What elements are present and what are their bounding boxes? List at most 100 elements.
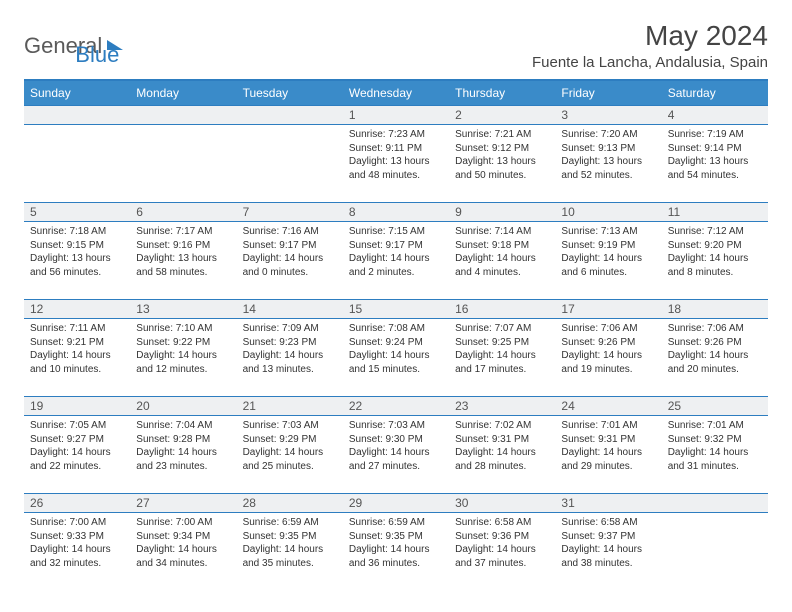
sun-info: Sunrise: 7:18 AMSunset: 9:15 PMDaylight:…: [30, 225, 124, 279]
sun-info: Sunrise: 7:00 AMSunset: 9:34 PMDaylight:…: [136, 516, 230, 570]
day-number-row: 12131415161718: [24, 300, 768, 319]
logo: General Blue: [24, 24, 119, 68]
day-number-row: 567891011: [24, 203, 768, 222]
day-cell: Sunrise: 7:16 AMSunset: 9:17 PMDaylight:…: [237, 222, 343, 300]
day-number: 20: [130, 397, 236, 416]
day-cell: Sunrise: 7:12 AMSunset: 9:20 PMDaylight:…: [662, 222, 768, 300]
day-cell: [662, 513, 768, 591]
day-number: 31: [555, 494, 661, 513]
day-number-row: 1234: [24, 106, 768, 125]
day-cell: Sunrise: 6:59 AMSunset: 9:35 PMDaylight:…: [237, 513, 343, 591]
location: Fuente la Lancha, Andalusia, Spain: [532, 54, 768, 71]
day-cell: Sunrise: 7:19 AMSunset: 9:14 PMDaylight:…: [662, 125, 768, 203]
day-cell: Sunrise: 7:01 AMSunset: 9:31 PMDaylight:…: [555, 416, 661, 494]
day-number: 3: [555, 106, 661, 125]
sun-info: Sunrise: 7:10 AMSunset: 9:22 PMDaylight:…: [136, 322, 230, 376]
day-number: 6: [130, 203, 236, 222]
sun-info: Sunrise: 7:19 AMSunset: 9:14 PMDaylight:…: [668, 128, 762, 182]
sun-info: Sunrise: 6:59 AMSunset: 9:35 PMDaylight:…: [243, 516, 337, 570]
day-number: 9: [449, 203, 555, 222]
sun-info: Sunrise: 7:23 AMSunset: 9:11 PMDaylight:…: [349, 128, 443, 182]
day-number: 7: [237, 203, 343, 222]
day-cell: Sunrise: 7:03 AMSunset: 9:30 PMDaylight:…: [343, 416, 449, 494]
sun-info: Sunrise: 7:03 AMSunset: 9:29 PMDaylight:…: [243, 419, 337, 473]
day-cell: Sunrise: 7:00 AMSunset: 9:34 PMDaylight:…: [130, 513, 236, 591]
day-cell: Sunrise: 7:15 AMSunset: 9:17 PMDaylight:…: [343, 222, 449, 300]
sun-info: Sunrise: 6:58 AMSunset: 9:36 PMDaylight:…: [455, 516, 549, 570]
day-number: [130, 106, 236, 125]
day-number: [24, 106, 130, 125]
day-number: 24: [555, 397, 661, 416]
day-info-row: Sunrise: 7:18 AMSunset: 9:15 PMDaylight:…: [24, 222, 768, 300]
day-number: 30: [449, 494, 555, 513]
day-number: 15: [343, 300, 449, 319]
day-cell: Sunrise: 6:58 AMSunset: 9:37 PMDaylight:…: [555, 513, 661, 591]
day-cell: Sunrise: 7:05 AMSunset: 9:27 PMDaylight:…: [24, 416, 130, 494]
day-number-row: 262728293031: [24, 494, 768, 513]
sun-info: Sunrise: 7:02 AMSunset: 9:31 PMDaylight:…: [455, 419, 549, 473]
day-cell: Sunrise: 7:18 AMSunset: 9:15 PMDaylight:…: [24, 222, 130, 300]
day-number: [237, 106, 343, 125]
day-number: 19: [24, 397, 130, 416]
weekday-header: Saturday: [662, 80, 768, 106]
day-cell: [24, 125, 130, 203]
day-number: 4: [662, 106, 768, 125]
day-cell: Sunrise: 7:07 AMSunset: 9:25 PMDaylight:…: [449, 319, 555, 397]
header: General Blue May 2024 Fuente la Lancha, …: [24, 20, 768, 71]
weekday-header: Sunday: [24, 80, 130, 106]
title-block: May 2024 Fuente la Lancha, Andalusia, Sp…: [532, 20, 768, 71]
day-number: 13: [130, 300, 236, 319]
sun-info: Sunrise: 7:06 AMSunset: 9:26 PMDaylight:…: [561, 322, 655, 376]
day-cell: Sunrise: 7:09 AMSunset: 9:23 PMDaylight:…: [237, 319, 343, 397]
day-cell: Sunrise: 7:00 AMSunset: 9:33 PMDaylight:…: [24, 513, 130, 591]
day-number: 10: [555, 203, 661, 222]
sun-info: Sunrise: 7:08 AMSunset: 9:24 PMDaylight:…: [349, 322, 443, 376]
sun-info: Sunrise: 7:20 AMSunset: 9:13 PMDaylight:…: [561, 128, 655, 182]
day-cell: Sunrise: 7:21 AMSunset: 9:12 PMDaylight:…: [449, 125, 555, 203]
day-cell: Sunrise: 7:02 AMSunset: 9:31 PMDaylight:…: [449, 416, 555, 494]
day-cell: Sunrise: 7:06 AMSunset: 9:26 PMDaylight:…: [662, 319, 768, 397]
sun-info: Sunrise: 7:09 AMSunset: 9:23 PMDaylight:…: [243, 322, 337, 376]
weekday-header: Thursday: [449, 80, 555, 106]
logo-text-blue: Blue: [75, 42, 119, 68]
day-number: 2: [449, 106, 555, 125]
weekday-header: Monday: [130, 80, 236, 106]
day-number: 17: [555, 300, 661, 319]
day-number: 1: [343, 106, 449, 125]
day-cell: Sunrise: 7:08 AMSunset: 9:24 PMDaylight:…: [343, 319, 449, 397]
day-number: 22: [343, 397, 449, 416]
sun-info: Sunrise: 7:17 AMSunset: 9:16 PMDaylight:…: [136, 225, 230, 279]
sun-info: Sunrise: 6:59 AMSunset: 9:35 PMDaylight:…: [349, 516, 443, 570]
day-number: 14: [237, 300, 343, 319]
sun-info: Sunrise: 7:01 AMSunset: 9:32 PMDaylight:…: [668, 419, 762, 473]
day-cell: Sunrise: 7:06 AMSunset: 9:26 PMDaylight:…: [555, 319, 661, 397]
day-info-row: Sunrise: 7:23 AMSunset: 9:11 PMDaylight:…: [24, 125, 768, 203]
day-number: 21: [237, 397, 343, 416]
sun-info: Sunrise: 7:21 AMSunset: 9:12 PMDaylight:…: [455, 128, 549, 182]
day-number: [662, 494, 768, 513]
day-number: 28: [237, 494, 343, 513]
day-number: 12: [24, 300, 130, 319]
day-info-row: Sunrise: 7:05 AMSunset: 9:27 PMDaylight:…: [24, 416, 768, 494]
weekday-header: Tuesday: [237, 80, 343, 106]
sun-info: Sunrise: 7:00 AMSunset: 9:33 PMDaylight:…: [30, 516, 124, 570]
calendar-table: SundayMondayTuesdayWednesdayThursdayFrid…: [24, 79, 768, 591]
month-title: May 2024: [532, 20, 768, 52]
sun-info: Sunrise: 7:06 AMSunset: 9:26 PMDaylight:…: [668, 322, 762, 376]
sun-info: Sunrise: 7:12 AMSunset: 9:20 PMDaylight:…: [668, 225, 762, 279]
day-number: 8: [343, 203, 449, 222]
day-cell: Sunrise: 7:17 AMSunset: 9:16 PMDaylight:…: [130, 222, 236, 300]
sun-info: Sunrise: 7:11 AMSunset: 9:21 PMDaylight:…: [30, 322, 124, 376]
sun-info: Sunrise: 7:04 AMSunset: 9:28 PMDaylight:…: [136, 419, 230, 473]
day-number: 25: [662, 397, 768, 416]
day-number: 29: [343, 494, 449, 513]
sun-info: Sunrise: 7:15 AMSunset: 9:17 PMDaylight:…: [349, 225, 443, 279]
sun-info: Sunrise: 7:16 AMSunset: 9:17 PMDaylight:…: [243, 225, 337, 279]
day-info-row: Sunrise: 7:00 AMSunset: 9:33 PMDaylight:…: [24, 513, 768, 591]
day-cell: Sunrise: 7:03 AMSunset: 9:29 PMDaylight:…: [237, 416, 343, 494]
day-number: 26: [24, 494, 130, 513]
sun-info: Sunrise: 7:03 AMSunset: 9:30 PMDaylight:…: [349, 419, 443, 473]
day-cell: [237, 125, 343, 203]
sun-info: Sunrise: 7:14 AMSunset: 9:18 PMDaylight:…: [455, 225, 549, 279]
day-cell: Sunrise: 7:13 AMSunset: 9:19 PMDaylight:…: [555, 222, 661, 300]
